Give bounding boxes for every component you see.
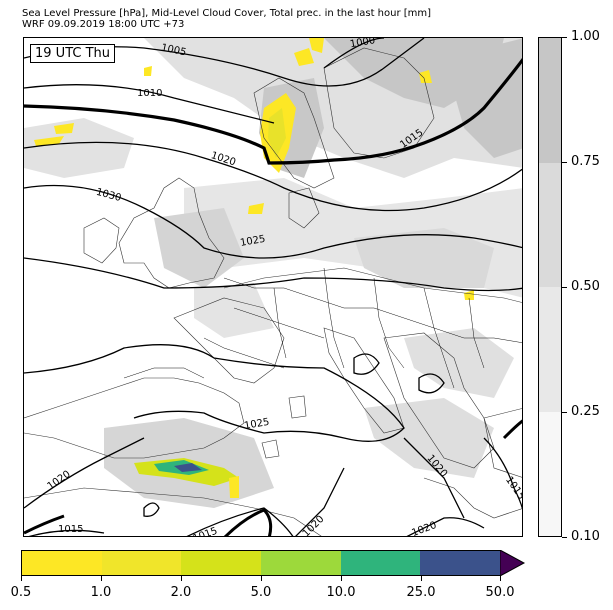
cloud-cover-colorbar [538, 37, 562, 537]
precip-tick-label: 2.0 [170, 585, 192, 600]
precip-tick-label: 50.0 [485, 585, 515, 600]
cloud-seg-4 [539, 38, 561, 163]
isobar-1015-bold-se [502, 419, 522, 440]
coastlines [24, 47, 522, 536]
cloud-tick [562, 37, 567, 38]
time-label: 19 UTC Thu [30, 44, 115, 63]
precip-tick [261, 576, 262, 581]
precip-tick [101, 576, 102, 581]
chart-title: Sea Level Pressure [hPa], Mid-Level Clou… [22, 8, 432, 19]
isobar-1020b [403, 437, 465, 519]
isobar-1015-bold [24, 57, 522, 165]
isobar-label: 1025 [243, 417, 270, 432]
chart-subtitle: WRF 09.09.2019 18:00 UTC +73 [22, 19, 185, 30]
cloud-tick-label: 0.50 [571, 279, 600, 294]
cloud-tick-label: 0.25 [571, 404, 600, 419]
cloud-tick-label: 1.00 [571, 29, 600, 44]
precip-tick-label: 5.0 [250, 585, 272, 600]
cloud-tick-label: 0.75 [571, 154, 600, 169]
precip-layer [34, 38, 474, 498]
isobar-label: 1005 [160, 42, 187, 58]
precip-extend-arrow [500, 550, 526, 576]
precip-tick-label: 1.0 [90, 585, 112, 600]
precip-tick-label: 0.5 [10, 585, 32, 600]
precip-colorbar [21, 550, 501, 576]
precip-tick-label: 10.0 [326, 585, 356, 600]
isobar-1030 [24, 184, 522, 259]
precip-seg [101, 551, 182, 575]
isobar-1015-bold-s [223, 508, 273, 536]
isobar-1000 [323, 38, 385, 69]
isobar-1025b [24, 344, 405, 442]
map-svg: 1005 1010 1000 1015 1020 1030 1025 1025 … [24, 38, 522, 537]
cloud-seg-1 [539, 411, 561, 536]
precip-tick [21, 576, 22, 581]
cloud-cover-layer [24, 38, 522, 536]
isobar-1020a [24, 437, 145, 509]
isobar-1015b [186, 507, 294, 536]
precip-tick [181, 576, 182, 581]
precip-tick-label: 25.0 [406, 585, 436, 600]
precip-tick [421, 576, 422, 581]
cloud-seg-3 [539, 162, 561, 287]
country-borders [123, 267, 522, 389]
map-panel: 1005 1010 1000 1015 1020 1030 1025 1025 … [23, 37, 523, 537]
precip-tick [341, 576, 342, 581]
isobar-label: 1015 [191, 526, 219, 537]
cloud-tick [562, 287, 567, 288]
isobar-1015a [28, 529, 105, 536]
cloud-seg-2 [539, 287, 561, 412]
cloud-tick-label: 0.10 [571, 529, 600, 544]
cloud-tick [562, 537, 567, 538]
cloud-tick [562, 162, 567, 163]
isobar-label: 1010 [137, 88, 162, 99]
isobar-1015-bold-sw [24, 514, 65, 535]
isobar-1015c [483, 437, 522, 510]
isobar-1020c [295, 467, 345, 536]
isobar-label: 1025 [239, 234, 266, 249]
precip-tick [500, 576, 501, 581]
isobar-1010 [24, 84, 275, 124]
isobar-label: 1015 [58, 524, 83, 535]
isobar-1025a [24, 257, 522, 292]
precip-seg [181, 551, 262, 575]
precip-seg [22, 551, 102, 575]
cloud-tick [562, 412, 567, 413]
precip-seg [340, 551, 421, 575]
precip-seg [261, 551, 341, 575]
isobar-1020 [24, 141, 522, 212]
precip-seg [420, 551, 501, 575]
isobar-1020d [406, 517, 485, 536]
